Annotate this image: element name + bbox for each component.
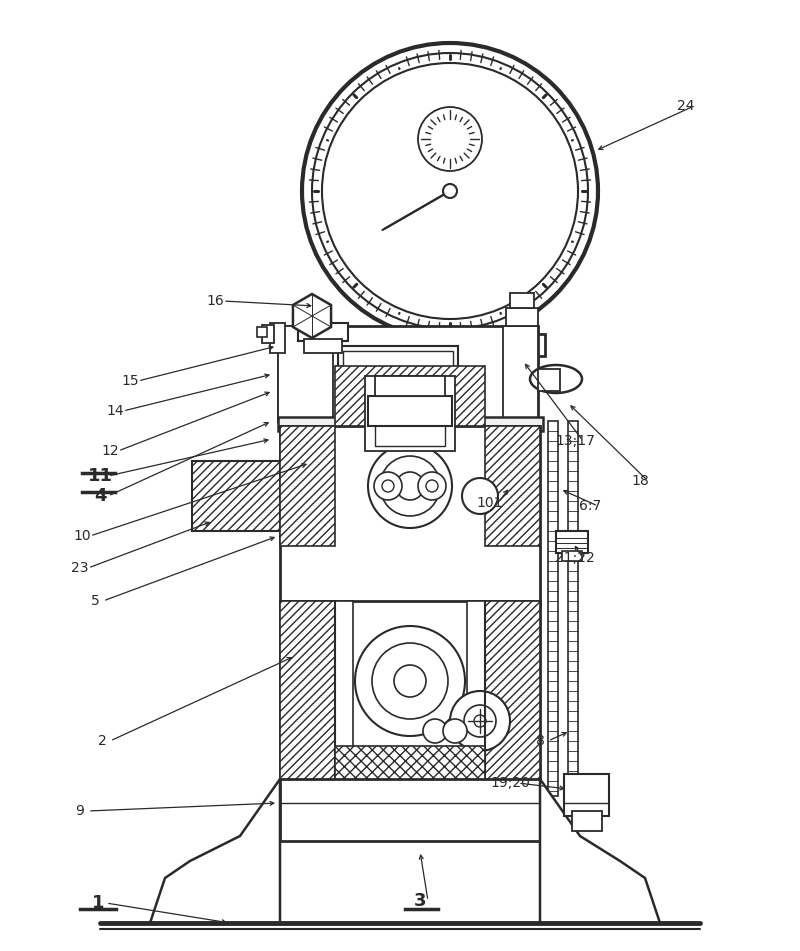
- Circle shape: [443, 184, 457, 198]
- Bar: [568, 421, 578, 796]
- Bar: [562, 551, 582, 561]
- Text: 8: 8: [535, 734, 545, 748]
- Text: 3: 3: [414, 892, 426, 910]
- Bar: [278, 326, 538, 421]
- Text: 18: 18: [631, 474, 649, 488]
- Bar: [365, 376, 455, 451]
- Text: 1: 1: [92, 894, 104, 912]
- Text: 4: 4: [94, 487, 106, 505]
- Bar: [343, 351, 453, 401]
- Bar: [556, 531, 588, 553]
- Text: 23: 23: [71, 561, 89, 575]
- Bar: [368, 396, 452, 426]
- Circle shape: [372, 643, 448, 719]
- Text: 11: 11: [87, 467, 113, 485]
- Polygon shape: [293, 294, 331, 338]
- Circle shape: [382, 480, 394, 492]
- Bar: [506, 308, 538, 326]
- Bar: [510, 293, 534, 308]
- Bar: [375, 376, 445, 396]
- Bar: [280, 601, 540, 781]
- Circle shape: [396, 472, 424, 500]
- Text: 5: 5: [90, 594, 99, 608]
- Text: 19;20: 19;20: [490, 776, 530, 790]
- Circle shape: [450, 691, 510, 751]
- Circle shape: [312, 53, 588, 329]
- Bar: [485, 426, 540, 546]
- Bar: [280, 779, 540, 841]
- Bar: [564, 774, 609, 816]
- Bar: [538, 369, 560, 391]
- Bar: [278, 326, 333, 421]
- Polygon shape: [150, 779, 280, 923]
- Circle shape: [394, 665, 426, 697]
- Circle shape: [464, 705, 496, 737]
- Bar: [270, 323, 285, 353]
- Circle shape: [368, 444, 452, 528]
- Bar: [572, 811, 602, 831]
- Text: 101: 101: [477, 496, 503, 510]
- Polygon shape: [335, 366, 485, 426]
- Bar: [430, 351, 458, 396]
- Bar: [503, 326, 538, 421]
- Text: 6:7: 6:7: [579, 499, 601, 513]
- Bar: [192, 461, 282, 531]
- Circle shape: [355, 626, 465, 736]
- Bar: [310, 334, 545, 356]
- Bar: [335, 601, 353, 781]
- Bar: [280, 601, 335, 781]
- Text: 12: 12: [101, 444, 119, 458]
- Polygon shape: [540, 779, 660, 923]
- Text: 14: 14: [106, 404, 124, 418]
- Circle shape: [426, 480, 438, 492]
- Circle shape: [418, 107, 482, 171]
- Circle shape: [443, 719, 467, 743]
- Bar: [485, 601, 540, 781]
- Circle shape: [474, 715, 486, 727]
- Bar: [548, 421, 558, 796]
- Ellipse shape: [530, 365, 582, 393]
- Circle shape: [423, 719, 447, 743]
- Text: 13;17: 13;17: [555, 434, 595, 448]
- Bar: [262, 325, 274, 343]
- Bar: [257, 327, 267, 337]
- Text: 16: 16: [206, 294, 224, 308]
- Circle shape: [380, 456, 440, 516]
- Text: 2: 2: [98, 734, 106, 748]
- Bar: [375, 416, 445, 446]
- Circle shape: [302, 43, 598, 339]
- Bar: [298, 323, 348, 341]
- Circle shape: [322, 63, 578, 319]
- Bar: [278, 417, 543, 431]
- Text: 21;22: 21;22: [555, 551, 595, 565]
- Text: 10: 10: [73, 529, 91, 543]
- Circle shape: [462, 478, 498, 514]
- Circle shape: [374, 472, 402, 500]
- Bar: [304, 339, 342, 353]
- Text: 9: 9: [75, 804, 85, 818]
- Bar: [310, 333, 338, 378]
- Bar: [280, 426, 540, 606]
- Text: 24: 24: [678, 99, 694, 113]
- Bar: [467, 601, 485, 781]
- Circle shape: [418, 472, 446, 500]
- Bar: [338, 346, 458, 406]
- Text: 15: 15: [121, 374, 139, 388]
- Bar: [280, 426, 335, 546]
- Bar: [335, 746, 485, 781]
